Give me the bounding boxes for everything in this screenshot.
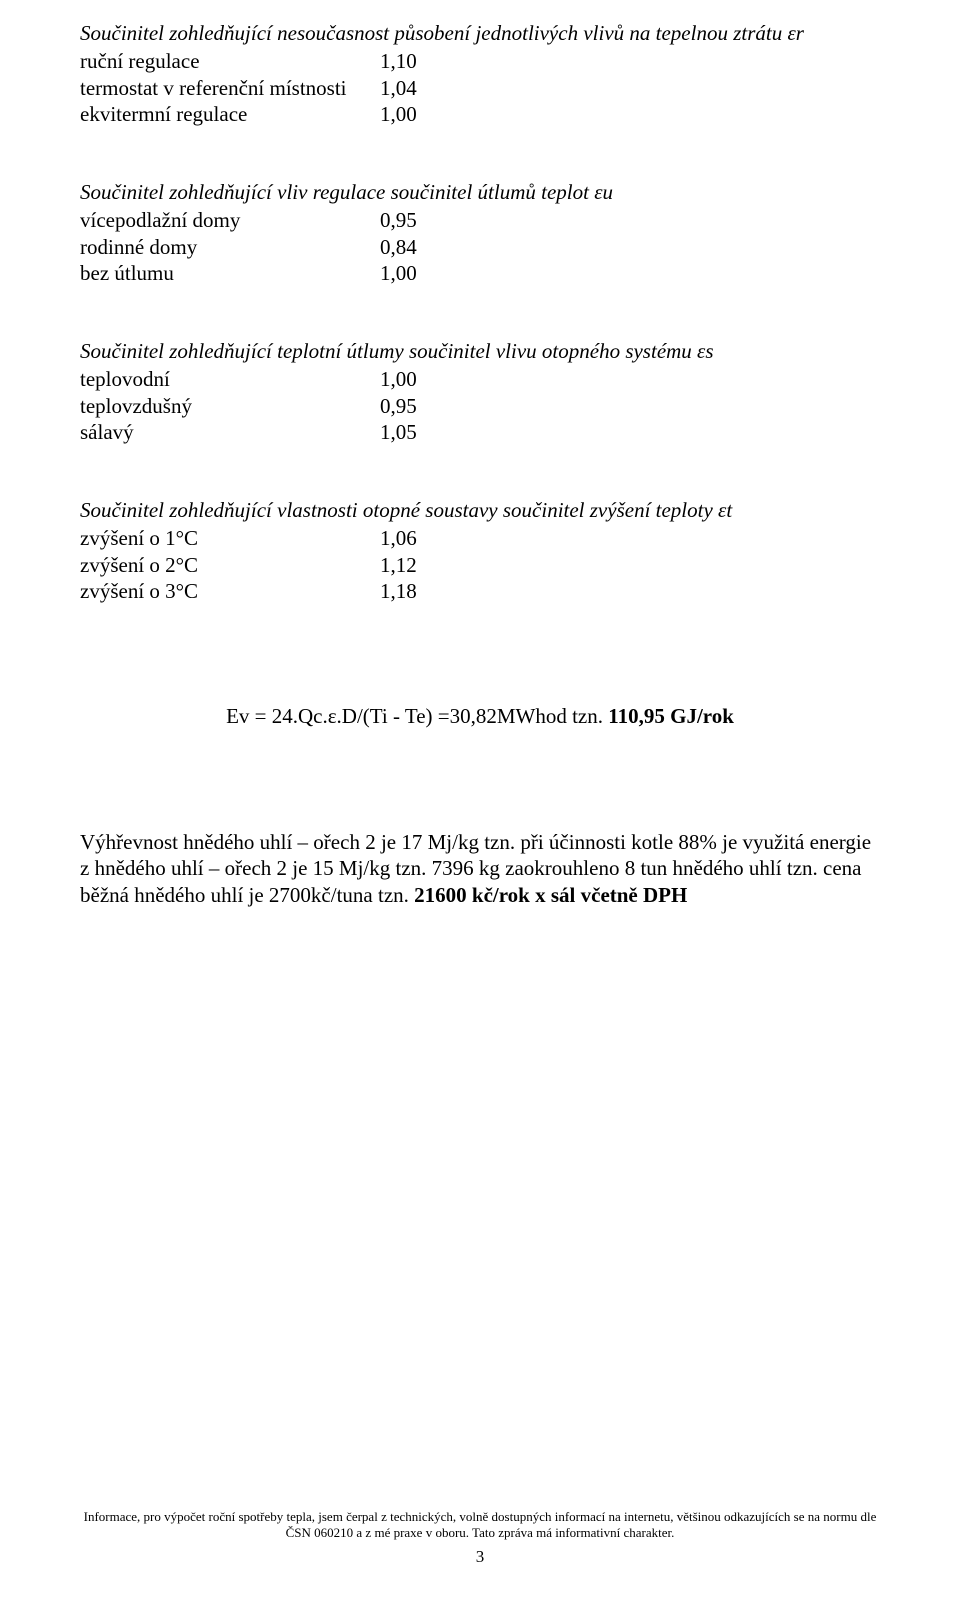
section3-row: sálavý 1,05: [80, 419, 880, 445]
spacer: [80, 445, 880, 497]
section1-row: ruční regulace 1,10: [80, 48, 880, 74]
section4-row: zvýšení o 1°C 1,06: [80, 525, 880, 551]
row-value: 0,95: [380, 393, 450, 419]
row-label: teplovodní: [80, 366, 380, 392]
section2-row: rodinné domy 0,84: [80, 234, 880, 260]
row-value: 1,04: [380, 75, 450, 101]
row-value: 0,95: [380, 207, 450, 233]
row-label: zvýšení o 1°C: [80, 525, 380, 551]
section1-title: Součinitel zohledňující nesoučasnost půs…: [80, 20, 880, 46]
row-value: 1,18: [380, 578, 450, 604]
row-label: sálavý: [80, 419, 380, 445]
formula-pre: Ev = 24.Qc.ε.D/(Ti - Te) =30,82MWhod tzn…: [226, 704, 608, 728]
spacer: [80, 127, 880, 179]
row-value: 1,05: [380, 419, 450, 445]
row-value: 1,12: [380, 552, 450, 578]
row-label: ruční regulace: [80, 48, 380, 74]
row-label: bez útlumu: [80, 260, 380, 286]
paragraph-result: 21600 kč/rok x sál včetně DPH: [414, 883, 687, 907]
spacer: [80, 729, 880, 829]
formula-result: 110,95 GJ/rok: [608, 704, 734, 728]
paragraph-lead: Výhřevnost: [80, 830, 183, 854]
formula-line: Ev = 24.Qc.ε.D/(Ti - Te) =30,82MWhod tzn…: [80, 704, 880, 729]
row-label: zvýšení o 3°C: [80, 578, 380, 604]
section3-row: teplovodní 1,00: [80, 366, 880, 392]
section3-row: teplovzdušný 0,95: [80, 393, 880, 419]
row-label: termostat v referenční místnosti: [80, 75, 380, 101]
spacer: [80, 286, 880, 338]
section1-row: termostat v referenční místnosti 1,04: [80, 75, 880, 101]
section2-row: vícepodlažní domy 0,95: [80, 207, 880, 233]
section4-row: zvýšení o 3°C 1,18: [80, 578, 880, 604]
page-footer: Informace, pro výpočet roční spotřeby te…: [80, 1509, 880, 1568]
section1-row: ekvitermní regulace 1,00: [80, 101, 880, 127]
row-value: 1,10: [380, 48, 450, 74]
row-label: vícepodlažní domy: [80, 207, 380, 233]
row-label: ekvitermní regulace: [80, 101, 380, 127]
summary-paragraph: Výhřevnost hnědého uhlí – ořech 2 je 17 …: [80, 829, 880, 908]
row-value: 1,00: [380, 260, 450, 286]
row-label: zvýšení o 2°C: [80, 552, 380, 578]
section2-row: bez útlumu 1,00: [80, 260, 880, 286]
document-page: Součinitel zohledňující nesoučasnost půs…: [0, 0, 960, 1597]
row-label: teplovzdušný: [80, 393, 380, 419]
row-value: 1,06: [380, 525, 450, 551]
row-value: 1,00: [380, 101, 450, 127]
row-value: 0,84: [380, 234, 450, 260]
footer-note: Informace, pro výpočet roční spotřeby te…: [80, 1509, 880, 1542]
section3-title: Součinitel zohledňující teplotní útlumy …: [80, 338, 880, 364]
page-number: 3: [80, 1547, 880, 1567]
row-value: 1,00: [380, 366, 450, 392]
row-label: rodinné domy: [80, 234, 380, 260]
section4-row: zvýšení o 2°C 1,12: [80, 552, 880, 578]
section2-title: Součinitel zohledňující vliv regulace so…: [80, 179, 880, 205]
section4-title: Součinitel zohledňující vlastnosti otopn…: [80, 497, 880, 523]
spacer: [80, 604, 880, 704]
